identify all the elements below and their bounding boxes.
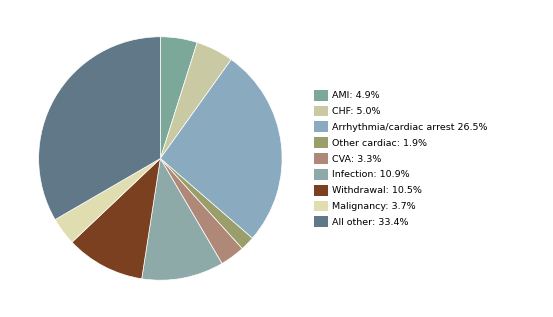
Legend: AMI: 4.9%, CHF: 5.0%, Arrhythmia/cardiac arrest 26.5%, Other cardiac: 1.9%, CVA:: AMI: 4.9%, CHF: 5.0%, Arrhythmia/cardiac… [315, 90, 488, 227]
Wedge shape [160, 37, 197, 158]
Wedge shape [142, 158, 222, 280]
Wedge shape [160, 42, 231, 158]
Wedge shape [55, 158, 160, 242]
Wedge shape [160, 60, 282, 238]
Wedge shape [72, 158, 160, 279]
Wedge shape [39, 37, 160, 220]
Wedge shape [160, 158, 252, 249]
Wedge shape [160, 158, 242, 263]
